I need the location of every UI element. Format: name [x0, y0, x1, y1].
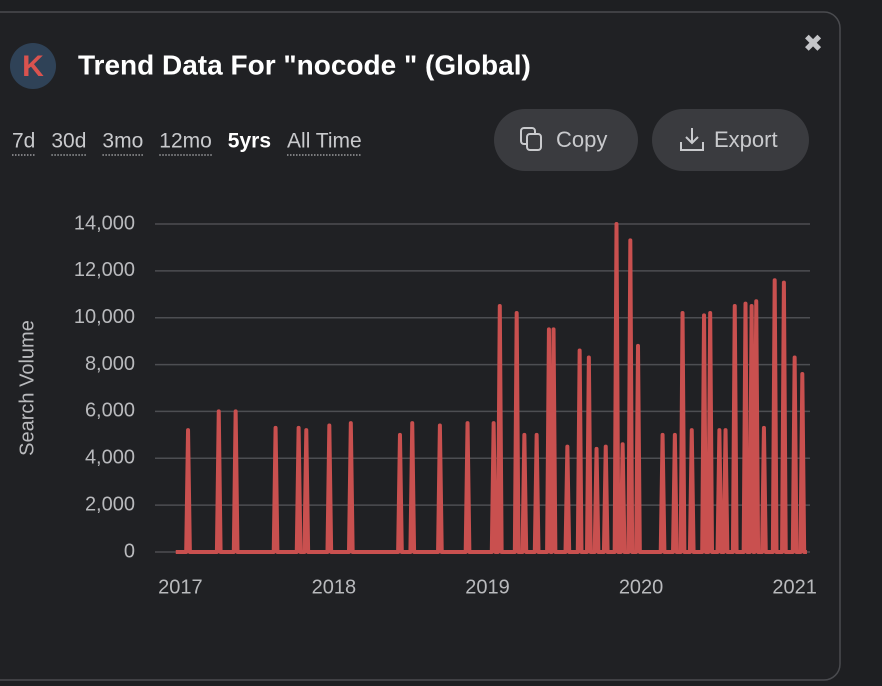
- x-tick-label: 2018: [312, 576, 357, 598]
- button-label: Copy: [556, 127, 607, 152]
- y-tick-label: 14,000: [74, 212, 135, 234]
- range-option[interactable]: 3mo: [102, 130, 143, 153]
- y-tick-label: 0: [124, 540, 135, 562]
- close-button[interactable]: ✖: [803, 30, 823, 57]
- y-tick-label: 6,000: [85, 400, 135, 422]
- trend-line: [175, 222, 807, 554]
- range-option[interactable]: 7d: [12, 130, 35, 153]
- logo-letter: K: [22, 50, 44, 83]
- logo: [10, 43, 56, 89]
- range-option[interactable]: 30d: [51, 130, 86, 153]
- y-axis-label: Search Volume: [16, 320, 38, 456]
- range-option[interactable]: 5yrs: [228, 130, 271, 153]
- y-tick-label: 4,000: [85, 447, 135, 469]
- y-tick-label: 2,000: [85, 493, 135, 515]
- copy-icon: [526, 133, 542, 151]
- x-tick-label: 2020: [619, 576, 664, 598]
- button[interactable]: [494, 109, 638, 171]
- x-tick-label: 2019: [465, 576, 510, 598]
- export-icon: [680, 128, 704, 151]
- y-tick-label: 12,000: [74, 259, 135, 281]
- range-option[interactable]: 12mo: [159, 130, 212, 153]
- y-tick-label: 10,000: [74, 306, 135, 328]
- button[interactable]: [652, 109, 809, 171]
- x-tick-label: 2021: [772, 576, 817, 598]
- y-tick-label: 8,000: [85, 353, 135, 375]
- button-label: Export: [714, 127, 778, 152]
- range-option[interactable]: All Time: [287, 130, 362, 153]
- title: Trend Data For "nocode " (Global): [78, 49, 531, 80]
- x-tick-label: 2017: [158, 576, 203, 598]
